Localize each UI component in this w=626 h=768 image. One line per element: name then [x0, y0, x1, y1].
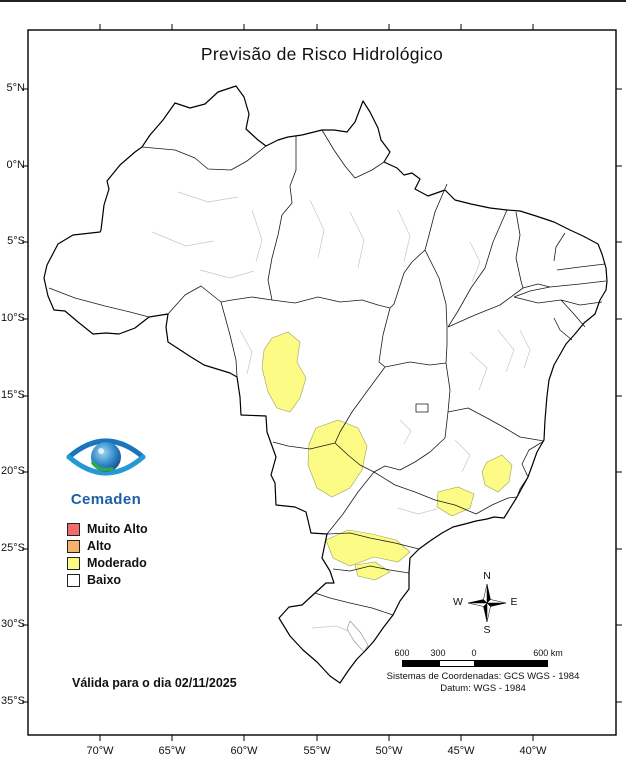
moderado-region	[481, 454, 513, 493]
cemaden-logo-text: Cemaden	[70, 491, 142, 508]
legend-label: Moderado	[87, 556, 147, 570]
lat-label: 0°N	[6, 159, 25, 171]
compass-s-label: S	[483, 624, 491, 636]
compass-rose-icon	[467, 583, 507, 623]
lat-label: 10°S	[1, 312, 25, 324]
compass-w-label: W	[453, 596, 463, 608]
map-title: Previsão de Risco Hidrológico	[200, 44, 444, 64]
moderado-region	[325, 529, 411, 567]
state-borders	[48, 129, 607, 616]
baixo-swatch	[67, 573, 80, 587]
lon-label: 65°W	[158, 745, 186, 757]
eye-logo-icon	[66, 438, 146, 476]
region-borders	[151, 191, 531, 635]
scale-label: 600	[394, 648, 410, 658]
top-border-line	[0, 0, 626, 2]
scale-label: 0	[471, 648, 477, 658]
datum-text: Datum: WGS - 1984	[440, 683, 526, 694]
legend-item-baixo: Baixo	[67, 572, 148, 588]
projection-info: Sistemas de Coordenadas: GCS WGS - 1984 …	[378, 671, 588, 695]
compass-n-label: N	[483, 570, 491, 582]
moderado-region	[354, 561, 391, 581]
legend-item-muito-alto: Muito Alto	[67, 521, 148, 537]
scale-bar-graphic	[402, 660, 548, 667]
lat-label: 25°S	[1, 542, 25, 554]
scale-bar: 600 300 0 600 km	[394, 648, 580, 672]
alto-swatch	[67, 539, 80, 553]
lat-label: 20°S	[1, 465, 25, 477]
scale-label: 300	[430, 648, 446, 658]
lon-label: 70°W	[86, 745, 114, 757]
lat-label: 5°N	[6, 82, 25, 94]
legend-label: Muito Alto	[87, 522, 148, 536]
legend-label: Baixo	[87, 573, 122, 587]
moderado-region	[307, 419, 368, 498]
lon-label: 55°W	[303, 745, 331, 757]
legend-item-moderado: Moderado	[67, 555, 148, 571]
brazil-outline-fill	[44, 86, 607, 683]
moderado-regions	[261, 331, 513, 581]
lat-label: 30°S	[1, 618, 25, 630]
muito-alto-swatch	[67, 522, 80, 536]
legend-item-alto: Alto	[67, 538, 148, 554]
moderado-region	[261, 331, 307, 413]
coordinate-system-text: Sistemas de Coordenadas: GCS WGS - 1984	[386, 671, 580, 682]
lat-label: 5°S	[7, 235, 25, 247]
moderado-swatch	[67, 556, 80, 570]
brazil-outline	[43, 85, 608, 684]
legend-label: Alto	[87, 539, 112, 553]
lon-label: 40°W	[519, 745, 547, 757]
lat-label: 15°S	[1, 389, 25, 401]
lon-label: 60°W	[230, 745, 258, 757]
lon-label: 50°W	[375, 745, 403, 757]
compass-e-label: E	[510, 596, 518, 608]
lat-label: 35°S	[1, 695, 25, 707]
validity-date-text: Válida para o dia 02/11/2025	[72, 676, 237, 690]
risk-legend: Muito Alto Alto Moderado Baixo	[67, 521, 148, 589]
lon-label: 45°W	[447, 745, 475, 757]
scale-label: 600 km	[533, 648, 563, 658]
cemaden-logo: Cemaden	[58, 430, 154, 508]
